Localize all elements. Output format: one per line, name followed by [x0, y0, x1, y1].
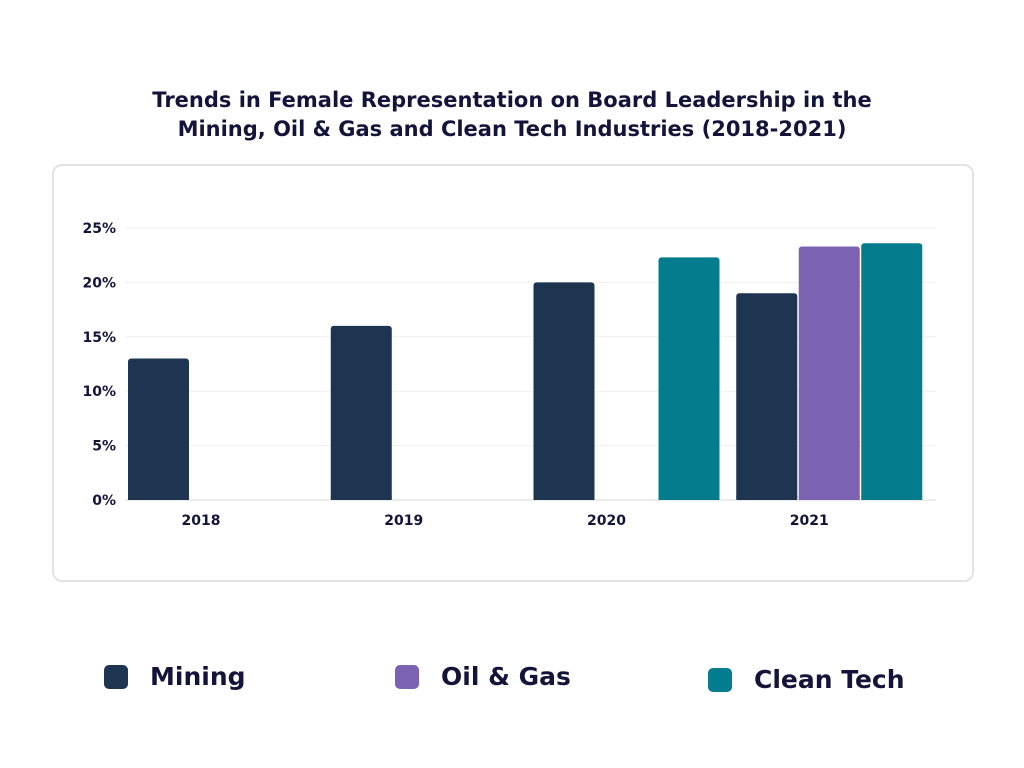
- y-tick-label: 10%: [82, 384, 116, 400]
- y-tick-label: 15%: [82, 330, 116, 346]
- bar-base-2018: [128, 496, 189, 500]
- legend-swatch-oil-gas: [395, 664, 419, 689]
- bar-clean-tech-2020: [658, 257, 720, 500]
- chart-title-line-1: Trends in Female Representation on Board…: [152, 88, 872, 112]
- bar-base-2021: [736, 496, 798, 500]
- x-tick-label: 2021: [790, 513, 829, 529]
- bar-base-2020: [533, 496, 595, 500]
- legend-label-mining: Mining: [150, 662, 246, 691]
- y-tick-label: 0%: [92, 493, 116, 509]
- bar-base-2021: [861, 496, 923, 500]
- y-tick-label: 5%: [92, 439, 116, 455]
- chart-panel: 0% 5% 10% 15% 20% 25% 2018 2019 2020 2021: [52, 164, 974, 582]
- bar-base-2021: [798, 496, 860, 500]
- x-tick-label: 2018: [182, 513, 221, 529]
- bar-chart: 0% 5% 10% 15% 20% 25% 2018 2019 2020 2021: [82, 221, 936, 529]
- x-tick-label: 2019: [384, 513, 423, 529]
- bar-mining-2018: [128, 358, 189, 500]
- y-tick-label: 25%: [82, 221, 116, 237]
- bar-mining-2021: [736, 293, 798, 500]
- chart-legend: Mining Oil & Gas Clean Tech: [0, 650, 1024, 710]
- chart-title: Trends in Female Representation on Board…: [0, 86, 1024, 144]
- legend-swatch-mining: [104, 664, 128, 689]
- legend-item-clean-tech: Clean Tech: [708, 665, 905, 694]
- legend-label-oil-gas: Oil & Gas: [441, 662, 571, 691]
- legend-swatch-clean-tech: [708, 667, 732, 692]
- bar-mining-2019: [330, 325, 392, 500]
- legend-item-oil-gas: Oil & Gas: [395, 662, 571, 691]
- bar-base-2019: [330, 496, 392, 500]
- y-tick-label: 20%: [82, 275, 116, 291]
- bar-clean-tech-2021: [861, 243, 923, 500]
- legend-item-mining: Mining: [104, 662, 246, 691]
- bar-oil-gas-2021: [798, 246, 860, 500]
- chart-title-line-2: Mining, Oil & Gas and Clean Tech Industr…: [177, 117, 847, 141]
- x-tick-label: 2020: [587, 513, 626, 529]
- legend-label-clean-tech: Clean Tech: [754, 665, 905, 694]
- bar-mining-2020: [533, 282, 595, 500]
- bar-base-2020: [658, 496, 720, 500]
